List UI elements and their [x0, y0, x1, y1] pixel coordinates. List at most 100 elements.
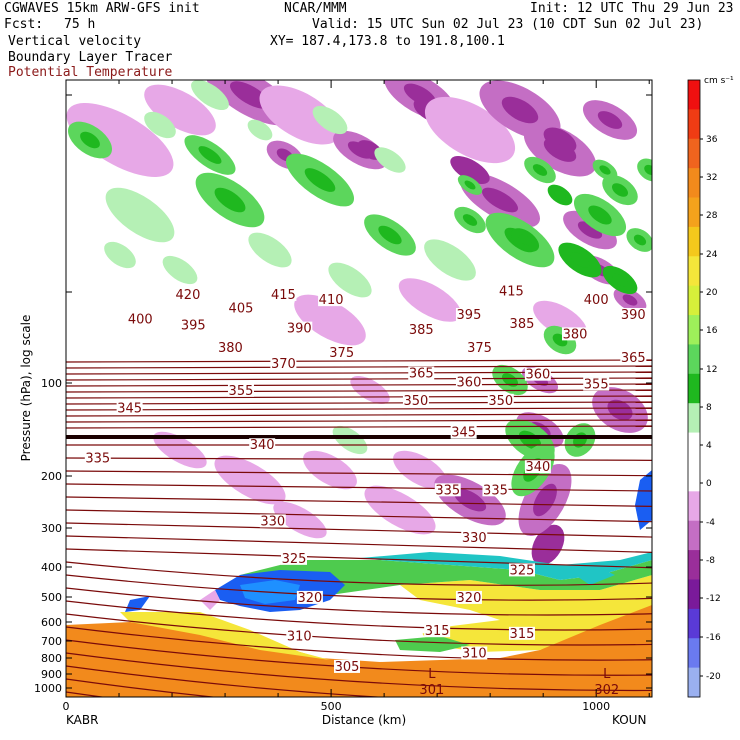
contour-label-bg — [408, 366, 435, 380]
contour-label: 385 — [510, 317, 535, 332]
upward-motion-core — [644, 164, 652, 176]
contour-label-bg — [498, 284, 525, 298]
contour-label-bg — [249, 438, 276, 452]
upward-motion-core — [214, 187, 246, 213]
downward-motion-cell — [66, 103, 174, 177]
theta-isoline — [66, 483, 652, 492]
colorbar-swatch — [688, 226, 700, 257]
colorbar-label: 28 — [706, 211, 718, 221]
fcst-label: Fcst: — [4, 17, 44, 32]
colorbar-swatch — [688, 285, 700, 316]
contour-label: 335 — [435, 483, 460, 498]
downward-motion-core — [597, 111, 623, 129]
y-tick-label: 200 — [41, 470, 62, 483]
colorbar-label: 36 — [706, 135, 718, 145]
contour-label: 385 — [409, 323, 434, 338]
colorbar-swatch — [688, 579, 700, 610]
contour-label-bg — [280, 551, 307, 565]
theta-isoline — [66, 383, 652, 387]
upward-motion-core — [570, 252, 590, 268]
colorbar-label: 12 — [706, 365, 717, 375]
contour-label-bg — [461, 530, 488, 544]
contour-label: 345 — [451, 426, 476, 441]
y-tick-label: 100 — [41, 377, 62, 390]
downward-motion-core — [453, 488, 487, 512]
contour-label: 305 — [335, 660, 360, 675]
valid-time: Valid: 15 UTC Sun 02 Jul 23 (10 CDT Sun … — [312, 17, 704, 32]
theta-isoline — [66, 509, 652, 523]
downward-motion-core — [501, 96, 539, 124]
x-tick-label: 500 — [321, 700, 342, 713]
upward-motion-cell — [104, 241, 136, 269]
upward-motion-core — [80, 131, 100, 149]
contour-label-bg — [482, 483, 509, 497]
surface-low-marker: L — [428, 667, 436, 682]
contour-label-bg — [461, 646, 488, 660]
upward-motion-cell — [374, 147, 406, 173]
colorbar-swatch — [688, 520, 700, 551]
org-label: NCAR/MMM — [284, 1, 347, 16]
contour-label: 420 — [176, 288, 201, 303]
colorbar-label: -8 — [706, 556, 715, 566]
colorbar-swatch — [688, 550, 700, 580]
theta-isoline — [66, 470, 652, 477]
contour-label-bg — [455, 590, 482, 604]
contour-label-bg — [455, 375, 482, 389]
downward-motion-cell — [294, 294, 366, 346]
contour-label-bg — [286, 321, 313, 335]
contour-label-bg — [270, 357, 297, 371]
contour-label: 310 — [462, 646, 487, 661]
upward-motion-core — [532, 164, 548, 176]
upward-motion-core — [612, 273, 628, 287]
colorbar-label: 20 — [706, 288, 718, 298]
surface-low-value: 301 — [419, 683, 444, 698]
downward-motion-cell — [424, 96, 516, 164]
contour-label-bg — [487, 393, 514, 407]
contour-label-bg — [524, 367, 551, 381]
contour-label: 320 — [457, 591, 482, 606]
y-tick-label: 900 — [41, 668, 62, 681]
colorbar: 36 32 28 24 20 16 12 8 4 0 -4 -8 -12 -16 -20 — [687, 79, 721, 698]
theta-isoline — [66, 652, 652, 692]
colorbar-swatch — [688, 344, 700, 375]
theta-isoline — [66, 522, 652, 538]
contour-label-bg — [408, 323, 435, 337]
contour-label: 335 — [85, 451, 110, 466]
contour-label-bg — [424, 624, 451, 638]
contour-label: 325 — [510, 563, 535, 578]
colorbar-swatch — [688, 667, 700, 698]
downward-motion-core — [622, 294, 638, 306]
field-vertical-velocity: Vertical velocity — [8, 34, 142, 49]
contour-label-bg — [286, 629, 313, 643]
colorbar-swatch — [688, 168, 700, 199]
colorbar-swatch — [688, 403, 700, 434]
contour-label: 375 — [329, 346, 354, 361]
contour-label: 310 — [287, 629, 312, 644]
contour-label: 320 — [297, 591, 322, 606]
potential-temperature-contours — [66, 359, 652, 697]
upward-motion-cell — [248, 232, 292, 268]
theta-isoline — [66, 626, 652, 661]
colorbar-units: cm s⁻¹ — [704, 76, 734, 86]
contour-label-bg — [334, 659, 361, 673]
contour-label: 405 — [229, 302, 254, 317]
downward-motion-cell — [214, 455, 286, 505]
downward-motion-cell — [393, 450, 447, 490]
field-potential-temperature: Potential Temperature — [8, 65, 173, 80]
contour-label-bg — [270, 287, 297, 301]
colorbar-swatch — [688, 491, 700, 522]
contour-label-bg — [524, 460, 551, 474]
contour-label: 360 — [525, 368, 550, 383]
downward-motion-core — [533, 483, 557, 517]
downward-motion-cell — [364, 485, 436, 535]
theta-isoline — [66, 535, 652, 553]
upward-motion-cell — [144, 111, 176, 139]
theta-isoline — [66, 389, 652, 393]
contour-label: 395 — [181, 319, 206, 334]
colorbar-swatch — [688, 109, 700, 140]
y-tick-label: 300 — [41, 522, 62, 535]
upward-motion-cell — [191, 80, 229, 111]
upward-motion-cell — [105, 187, 175, 243]
downward-motion-core — [461, 163, 479, 177]
